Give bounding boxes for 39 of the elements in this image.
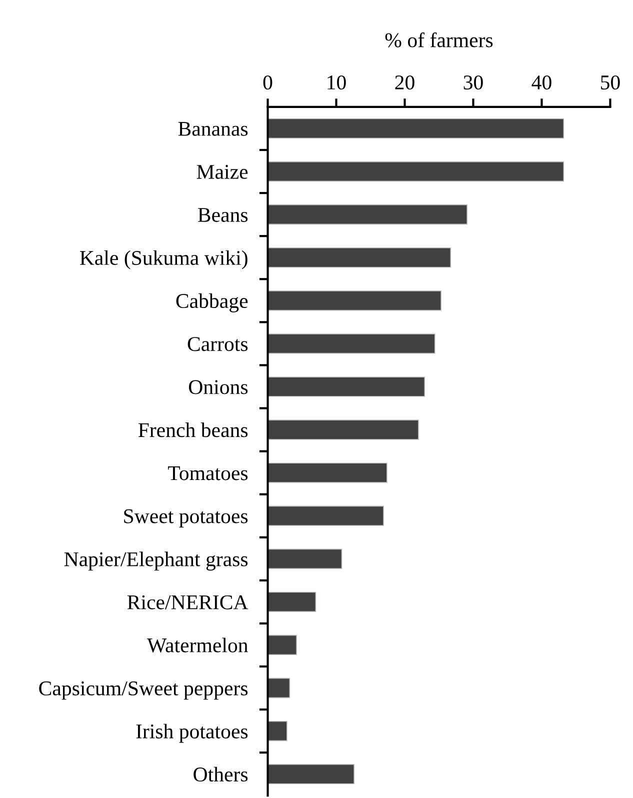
y-tick-label: Maize — [196, 164, 248, 179]
y-tick-label: Bananas — [178, 122, 248, 136]
bar — [268, 634, 297, 656]
x-tick-label: 40 — [532, 75, 552, 90]
y-tick-label: French beans — [138, 422, 248, 438]
bar — [268, 290, 442, 311]
x-tick-label: 0 — [263, 75, 272, 90]
x-tick-label: 10 — [328, 75, 346, 90]
y-tick-label: Beans — [198, 208, 248, 222]
bar — [268, 764, 354, 784]
y-tick-label: Irish potatoes — [136, 724, 248, 743]
bar — [268, 506, 384, 526]
y-tick-label: Rice/NERICA — [127, 595, 248, 610]
y-tick-label: Watermelon — [147, 638, 248, 653]
bar — [268, 247, 452, 268]
y-tick-label: Carrots — [188, 337, 248, 352]
bar — [268, 420, 419, 440]
bar — [268, 204, 468, 225]
bar — [268, 462, 388, 483]
y-tick-label: Others — [194, 766, 248, 782]
x-tick-label: 50 — [601, 75, 620, 90]
y-tick-label: Cabbage — [176, 293, 248, 312]
bar — [268, 334, 436, 354]
bar — [268, 118, 564, 139]
bar — [268, 678, 290, 698]
y-tick-label: Onions — [188, 380, 248, 394]
x-axis-title: % of farmers — [385, 32, 493, 48]
x-tick-label: 30 — [464, 75, 483, 90]
y-tick-label: Capsicum/Sweet peppers — [39, 681, 248, 700]
y-tick-label: Tomatoes — [168, 466, 248, 480]
bar — [268, 548, 342, 569]
bar — [268, 161, 564, 182]
y-tick-label: Napier/Elephant grass — [64, 552, 248, 571]
y-tick-label: Kale (Sukuma wiki) — [80, 250, 248, 270]
y-tick-label: Sweet potatoes — [124, 509, 248, 528]
bar — [268, 720, 288, 742]
bar — [268, 376, 426, 397]
x-tick-label: 20 — [395, 75, 414, 90]
bar — [268, 592, 316, 612]
